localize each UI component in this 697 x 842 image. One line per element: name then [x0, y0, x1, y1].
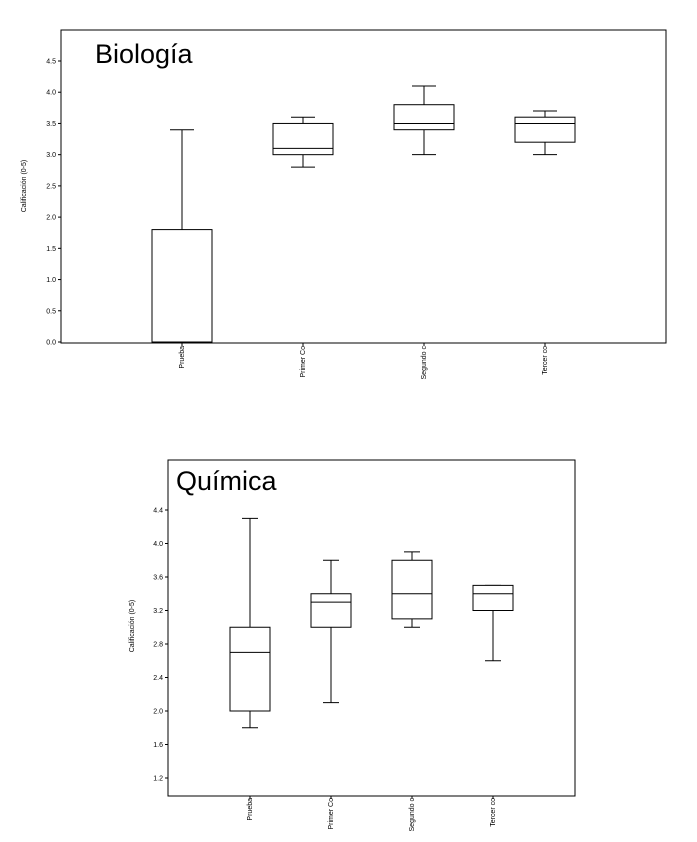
quimica-title: Química: [176, 466, 278, 496]
quimica-box: [472, 584, 514, 611]
quimica-y-axis-label: Calificación (0-5): [129, 600, 136, 653]
quimica-y-tick-label: 4.4: [153, 508, 163, 515]
biologia-y-tick-label: 2.5: [46, 183, 56, 190]
biologia-category-label: Prueba: [179, 346, 186, 369]
biologia-box: [514, 116, 576, 143]
biologia-chart: Biología Calificación (0-5) 0.0 0.5 1.0 1.5 2.…: [21, 29, 667, 380]
quimica-category-label: Primer Co: [328, 798, 335, 830]
quimica-plot-frame: [167, 459, 576, 797]
quimica-box: [391, 559, 433, 620]
biologia-category-label: Tercer co: [542, 346, 549, 375]
biologia-y-tick-label: 4.0: [46, 90, 56, 97]
quimica-y-tick-label: 2.8: [153, 642, 163, 649]
quimica-category-label: Segundo c: [409, 798, 416, 832]
quimica-category-label: Tercer co: [490, 798, 497, 827]
quimica-y-tick-label: 3.2: [153, 608, 163, 615]
quimica-box: [310, 593, 352, 628]
biologia-box: [393, 104, 455, 131]
biologia-y-tick-label: 4.5: [46, 59, 56, 66]
biologia-y-tick-label: 3.5: [46, 121, 56, 128]
biologia-y-tick-label: 2.0: [46, 215, 56, 222]
biologia-box: [272, 122, 334, 156]
quimica-y-tick-label: 4.0: [153, 541, 163, 548]
biologia-y-tick-label: 1.0: [46, 277, 56, 284]
biologia-y-tick-label: 0.5: [46, 308, 56, 315]
biologia-plot-frame: [60, 29, 667, 344]
biologia-y-tick-label: 1.5: [46, 246, 56, 253]
quimica-y-tick-label: 1.2: [153, 776, 163, 783]
biologia-y-tick-label: 0.0: [46, 340, 56, 347]
biologia-box: [151, 229, 213, 343]
quimica-y-tick-label: 1.6: [153, 742, 163, 749]
biologia-category-label: Primer Co: [300, 346, 307, 378]
quimica-y-tick-label: 2.0: [153, 709, 163, 716]
quimica-y-tick-label: 2.4: [153, 675, 163, 682]
biologia-y-axis-label: Calificación (0-5): [21, 160, 28, 213]
biologia-y-tick-label: 3.0: [46, 152, 56, 159]
quimica-chart: Química Calificación (0-5) 1.2 1.6 2.0 2.4 2.8…: [129, 459, 576, 832]
biologia-category-label: Segundo c: [421, 346, 428, 380]
quimica-box: [229, 626, 271, 712]
quimica-y-tick-label: 3.6: [153, 575, 163, 582]
biologia-title: Biología: [95, 39, 194, 69]
quimica-category-label: Prueba: [247, 798, 254, 821]
